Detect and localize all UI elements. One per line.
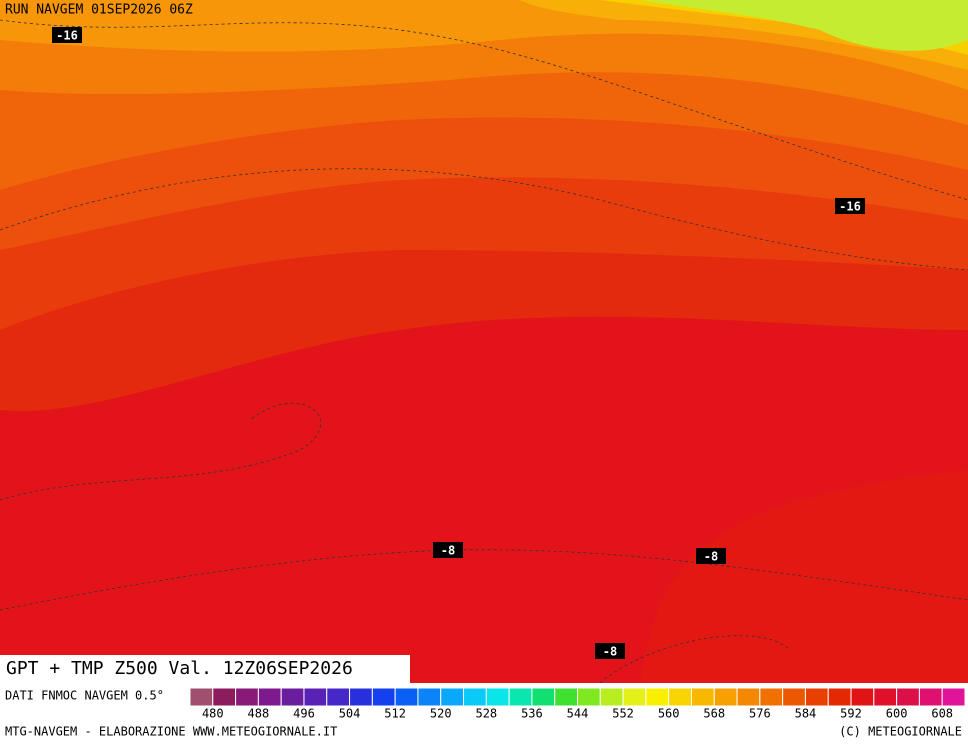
- contour-label-box: [696, 548, 726, 564]
- colorbar-swatch: [485, 687, 510, 707]
- colorbar-swatch: [326, 687, 351, 707]
- colorbar-swatch: [668, 687, 692, 707]
- colorbar-tick-label: 560: [658, 707, 680, 721]
- colorbar-swatch: [440, 687, 465, 707]
- colorbar-swatch: [531, 687, 556, 707]
- colorbar-swatch: [554, 687, 578, 707]
- colorbar-swatch: [827, 687, 852, 707]
- colorbar-swatch: [349, 687, 373, 707]
- contour-label: -8: [441, 544, 455, 558]
- colorbar-tick-label: 504: [339, 707, 361, 721]
- colorbar-swatch: [896, 687, 920, 707]
- footer-right: (C) METEOGIORNALE: [839, 725, 962, 739]
- colorbar-swatch: [622, 687, 647, 707]
- colorbar-swatch: [189, 687, 214, 707]
- colorbar-swatch: [417, 687, 442, 707]
- colorbar-tick-label: 584: [795, 707, 817, 721]
- colorbar-tick-label: 608: [931, 707, 953, 721]
- colorbar-swatch: [918, 687, 943, 707]
- colorbar-tick-label: 480: [202, 707, 224, 721]
- colorbar-tick-label: 552: [612, 707, 634, 721]
- colorbar-swatch: [235, 687, 259, 707]
- colorbar-tick-label: 496: [293, 707, 315, 721]
- contour-label: -8: [603, 645, 617, 659]
- map-field: [0, 0, 968, 684]
- isotherms: [0, 19, 968, 684]
- colorbar-swatch: [212, 687, 237, 707]
- colorbar-swatch: [371, 687, 396, 707]
- colorbar-tick-label: 592: [840, 707, 862, 721]
- colorbar-swatch: [257, 687, 282, 707]
- colorbar-swatch: [759, 687, 784, 707]
- colorbar-swatch: [463, 687, 487, 707]
- contour-label-box: [835, 198, 865, 214]
- contour-label-box: [52, 27, 82, 43]
- colorbar-swatch: [303, 687, 328, 707]
- colorbar-tick-label: 512: [384, 707, 406, 721]
- colorbar-tick-label: 544: [567, 707, 589, 721]
- footer-left: MTG-NAVGEM - ELABORAZIONE WWW.METEOGIORN…: [5, 725, 337, 739]
- colorbar-caption: DATI FNMOC NAVGEM 0.5°: [5, 689, 164, 703]
- colorbar-swatch: [850, 687, 875, 707]
- colorbar-swatch: [577, 687, 601, 707]
- colorbar-tick-label: 568: [703, 707, 725, 721]
- colorbar-swatch: [941, 687, 966, 707]
- contour-label: -16: [56, 29, 78, 43]
- colorbar-swatch: [873, 687, 898, 707]
- contour-label: -16: [839, 200, 861, 214]
- colorbar-tick-label: 576: [749, 707, 771, 721]
- colorbar-swatch: [280, 687, 305, 707]
- colorbar-tick-label: 600: [886, 707, 908, 721]
- colorbar-swatch: [645, 687, 670, 707]
- map-title: GPT + TMP Z500 Val. 12Z06SEP2026: [6, 658, 353, 679]
- contour-label-box: [433, 542, 463, 558]
- colorbar-swatch: [804, 687, 829, 707]
- colorbar-tick-label: 536: [521, 707, 543, 721]
- contour-label: -8: [704, 550, 718, 564]
- colorbar-swatch: [599, 687, 624, 707]
- run-header: RUN NAVGEM 01SEP2026 06Z: [5, 3, 193, 18]
- colorbar-tick-label: 488: [248, 707, 270, 721]
- colorbar-swatch: [508, 687, 533, 707]
- colorbar-tick-label: 528: [475, 707, 497, 721]
- colorbar-swatch: [690, 687, 715, 707]
- colorbar-swatch: [394, 687, 419, 707]
- colorbar-swatch: [713, 687, 738, 707]
- contour-label-box: [595, 643, 625, 659]
- colorbar-swatch: [782, 687, 806, 707]
- colorbar-swatch: [736, 687, 761, 707]
- title-box: [0, 655, 410, 683]
- colorbar-tick-label: 520: [430, 707, 452, 721]
